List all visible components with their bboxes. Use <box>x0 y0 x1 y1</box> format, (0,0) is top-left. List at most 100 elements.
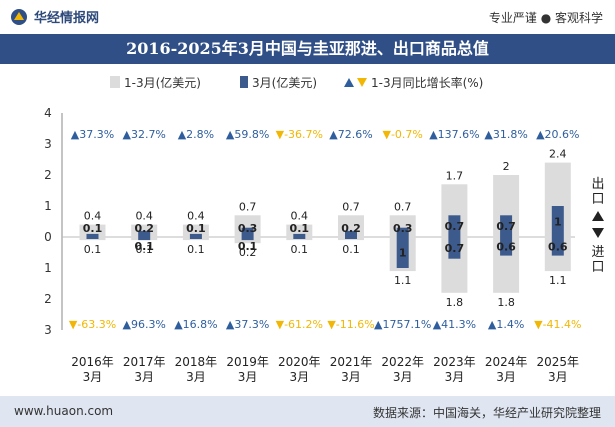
bar-monthly-export <box>86 233 99 237</box>
export-axis-label: 口 <box>591 192 604 207</box>
bar-monthly-export <box>189 233 202 237</box>
data-label-export-monthly: 0.1 <box>186 222 206 235</box>
growth-label-export: ▲37.3% <box>71 128 114 141</box>
data-label-export-monthly: 0.7 <box>496 220 516 233</box>
data-label-import-cumulative: 0.1 <box>342 243 360 256</box>
bar-monthly-export <box>241 227 254 237</box>
growth-label-export: ▲2.8% <box>178 128 214 141</box>
import-arrow-icon <box>592 228 604 238</box>
growth-label-export: ▼-36.7% <box>276 128 323 141</box>
data-label-export-monthly: 0.1 <box>290 222 310 235</box>
growth-label-import: ▲1757.1% <box>374 318 431 331</box>
bar-monthly-export <box>345 230 357 237</box>
x-tick-label: 3月 <box>289 370 309 384</box>
y-tick-label: 2 <box>44 168 52 182</box>
bar-cumulative <box>182 224 209 241</box>
growth-label-import: ▼-61.2% <box>276 318 323 331</box>
x-tick-label: 3月 <box>186 370 206 384</box>
growth-label-import: ▼-11.6% <box>327 318 374 331</box>
data-label-import-monthly: 1 <box>399 247 407 260</box>
growth-label-import: ▲16.8% <box>174 318 217 331</box>
x-tick-label: 3月 <box>445 370 465 384</box>
bar-monthly-import <box>500 237 513 256</box>
data-label-import-cumulative: 0.1 <box>84 243 102 256</box>
legend-label-monthly: 3月(亿美元) <box>252 75 317 90</box>
import-axis-label: 口 <box>591 260 604 275</box>
bar-monthly-import <box>138 237 151 241</box>
data-label-import-cumulative: 1.8 <box>497 296 515 309</box>
x-tick-label: 2025年 <box>537 355 580 369</box>
y-tick-label: 2 <box>44 292 52 306</box>
logo: 华经情报网 <box>10 7 99 26</box>
data-label-import-monthly: 0.6 <box>548 240 568 253</box>
tagline: 专业严谨 ● 客观科学 <box>488 11 603 25</box>
data-label-export-monthly: 1 <box>554 216 562 229</box>
legend-swatch-cumulative <box>110 76 120 88</box>
footer: www.huaon.com 数据来源：中国海关，华经产业研究院整理 <box>0 396 615 427</box>
data-label-export-cumulative: 0.4 <box>135 210 153 223</box>
data-label-import-cumulative: 0.1 <box>135 243 153 256</box>
y-tick-label: 1 <box>44 199 52 213</box>
legend-label-growth: 1-3月同比增长率(%) <box>371 75 483 90</box>
data-label-import-monthly: 0.1 <box>134 240 154 253</box>
footer-source: 数据来源：中国海关，华经产业研究院整理 <box>372 406 601 420</box>
growth-label-export: ▼-0.7% <box>383 128 423 141</box>
bar-cumulative <box>79 224 106 241</box>
data-label-export-cumulative: 1.7 <box>446 169 464 182</box>
bar-monthly-export <box>448 215 461 237</box>
data-label-export-cumulative: 0.7 <box>239 200 257 213</box>
bar-monthly-export <box>293 233 306 237</box>
chart: 1-3月(亿美元) 3月(亿美元) 1-3月同比增长率(%)43210123出口进口… <box>44 75 604 384</box>
footer-website: www.huaon.com <box>14 404 114 418</box>
growth-label-import: ▲37.3% <box>226 318 269 331</box>
growth-label-import: ▼-41.4% <box>534 318 581 331</box>
x-tick-label: 2020年 <box>278 355 321 369</box>
y-tick-label: 1 <box>44 261 52 275</box>
title-bar: 2016-2025年3月中国与圭亚那进、出口商品总值 <box>0 34 615 64</box>
data-label-import-cumulative: 1.1 <box>394 274 412 287</box>
x-tick-label: 2016年 <box>71 355 114 369</box>
y-tick-label: 3 <box>44 137 52 151</box>
data-label-import-monthly: 0.7 <box>445 242 465 255</box>
data-label-import-monthly: 0.6 <box>496 240 516 253</box>
y-tick-label: 3 <box>44 323 52 337</box>
data-label-import-cumulative: 1.8 <box>446 296 464 309</box>
bar-monthly-import <box>448 237 461 259</box>
bar-monthly-import <box>396 237 409 268</box>
bar-monthly-export <box>396 227 409 237</box>
growth-label-import: ▼-63.3% <box>69 318 116 331</box>
growth-label-import: ▲96.3% <box>122 318 165 331</box>
x-tick-label: 3月 <box>393 370 413 384</box>
x-tick-label: 3月 <box>238 370 258 384</box>
legend-down-triangle <box>357 78 367 87</box>
data-label-export-cumulative: 0.4 <box>291 210 309 223</box>
data-label-export-cumulative: 2 <box>503 160 510 173</box>
x-tick-label: 2022年 <box>381 355 424 369</box>
data-label-export-monthly: 0.7 <box>445 220 465 233</box>
data-label-export-monthly: 0.3 <box>393 222 413 235</box>
bar-monthly-import <box>86 237 99 239</box>
x-tick-label: 3月 <box>548 370 568 384</box>
export-axis-label: 出 <box>591 177 604 192</box>
growth-label-export: ▲32.7% <box>122 128 165 141</box>
y-tick-label: 0 <box>44 230 52 244</box>
bar-monthly-export <box>500 215 513 237</box>
bar-monthly-import <box>293 237 306 239</box>
data-label-import-cumulative: 0.1 <box>291 243 309 256</box>
x-tick-label: 3月 <box>496 370 516 384</box>
bar-monthly-import <box>551 237 564 256</box>
data-label-export-monthly: 0.2 <box>341 222 361 235</box>
bar-monthly-import <box>241 237 254 241</box>
bar-cumulative <box>286 224 313 241</box>
data-label-import-cumulative: 1.1 <box>549 274 567 287</box>
x-tick-label: 3月 <box>83 370 103 384</box>
top-bar: 华经情报网 专业严谨 ● 客观科学 <box>0 0 615 34</box>
data-label-export-cumulative: 0.7 <box>394 200 412 213</box>
x-tick-label: 2023年 <box>433 355 476 369</box>
x-tick-label: 2021年 <box>330 355 373 369</box>
growth-label-export: ▲31.8% <box>484 128 527 141</box>
import-axis-label: 进 <box>591 245 604 260</box>
data-label-export-monthly: 0.3 <box>238 222 258 235</box>
legend-up-triangle <box>344 78 354 87</box>
growth-label-import: ▲41.3% <box>433 318 476 331</box>
